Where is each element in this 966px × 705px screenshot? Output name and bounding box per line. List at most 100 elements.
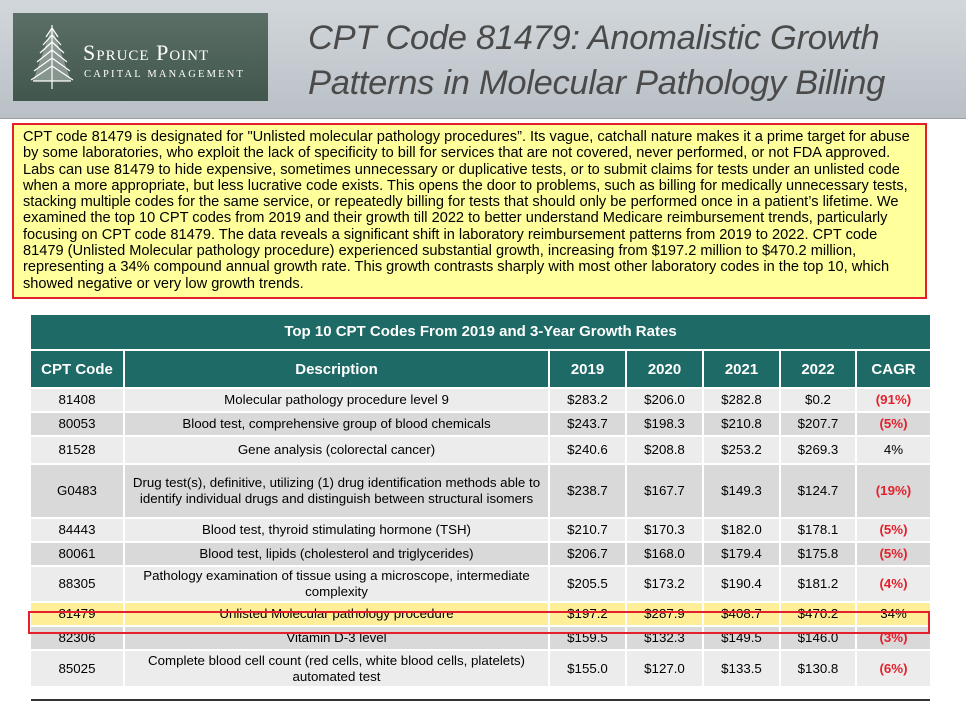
table-row: 81528 Gene analysis (colorectal cancer) … bbox=[31, 435, 930, 464]
description-cell: Molecular pathology procedure level 9 bbox=[123, 387, 549, 412]
company-logo: Spruce Point CAPITAL MANAGEMENT bbox=[13, 13, 268, 101]
description-cell: Unlisted Molecular pathology procedure bbox=[123, 601, 549, 626]
value-2022-cell: $178.1 bbox=[779, 517, 856, 542]
table-bottom-rule bbox=[31, 699, 930, 701]
description-cell: Blood test, lipids (cholesterol and trig… bbox=[123, 541, 549, 566]
cpt-code-cell: 85025 bbox=[31, 649, 124, 686]
cagr-cell: (5%) bbox=[855, 411, 930, 436]
col-header-cagr: CAGR bbox=[855, 349, 930, 388]
cpt-code-cell: G0483 bbox=[31, 463, 124, 518]
value-2019-cell: $238.7 bbox=[548, 463, 626, 518]
cpt-code-cell: 80061 bbox=[31, 541, 124, 566]
table-row-highlighted: 81479 Unlisted Molecular pathology proce… bbox=[31, 601, 930, 626]
data-table: CPT Code Description 2019 2020 2021 2022… bbox=[31, 349, 930, 686]
value-2021-cell: $253.2 bbox=[702, 435, 780, 464]
value-2019-cell: $155.0 bbox=[548, 649, 626, 686]
value-2019-cell: $240.6 bbox=[548, 435, 626, 464]
description-cell: Blood test, thyroid stimulating hormone … bbox=[123, 517, 549, 542]
slide-header: Spruce Point CAPITAL MANAGEMENT CPT Code… bbox=[0, 0, 966, 119]
value-2022-cell: $0.2 bbox=[779, 387, 856, 412]
value-2022-cell: $181.2 bbox=[779, 565, 856, 602]
value-2020-cell: $170.3 bbox=[625, 517, 703, 542]
table-row: G0483 Drug test(s), definitive, utilizin… bbox=[31, 463, 930, 518]
col-header-2020: 2020 bbox=[625, 349, 703, 388]
value-2021-cell: $408.7 bbox=[702, 601, 780, 626]
value-2021-cell: $149.5 bbox=[702, 625, 780, 650]
value-2020-cell: $173.2 bbox=[625, 565, 703, 602]
cpt-code-cell: 81528 bbox=[31, 435, 124, 464]
cagr-cell: (5%) bbox=[855, 517, 930, 542]
table-row: 80061 Blood test, lipids (cholesterol an… bbox=[31, 541, 930, 566]
value-2019-cell: $205.5 bbox=[548, 565, 626, 602]
value-2019-cell: $243.7 bbox=[548, 411, 626, 436]
spruce-tree-icon bbox=[30, 25, 74, 89]
value-2019-cell: $206.7 bbox=[548, 541, 626, 566]
col-header-2019: 2019 bbox=[548, 349, 626, 388]
table-row: 82306 Vitamin D-3 level $159.5 $132.3 $1… bbox=[31, 625, 930, 650]
value-2022-cell: $146.0 bbox=[779, 625, 856, 650]
table-row: 81408 Molecular pathology procedure leve… bbox=[31, 387, 930, 412]
table-row: 88305 Pathology examination of tissue us… bbox=[31, 565, 930, 602]
description-cell: Vitamin D-3 level bbox=[123, 625, 549, 650]
cagr-cell: (4%) bbox=[855, 565, 930, 602]
slide-title-line-1: CPT Code 81479: Anomalistic Growth bbox=[308, 19, 880, 57]
value-2021-cell: $179.4 bbox=[702, 541, 780, 566]
description-cell: Gene analysis (colorectal cancer) bbox=[123, 435, 549, 464]
value-2020-cell: $168.0 bbox=[625, 541, 703, 566]
logo-subtitle: CAPITAL MANAGEMENT bbox=[84, 69, 246, 80]
cagr-cell: (6%) bbox=[855, 649, 930, 686]
table-title: Top 10 CPT Codes From 2019 and 3-Year Gr… bbox=[31, 315, 930, 349]
value-2022-cell: $470.2 bbox=[779, 601, 856, 626]
value-2022-cell: $269.3 bbox=[779, 435, 856, 464]
value-2019-cell: $210.7 bbox=[548, 517, 626, 542]
cagr-cell: 34% bbox=[855, 601, 930, 626]
value-2020-cell: $198.3 bbox=[625, 411, 703, 436]
value-2021-cell: $149.3 bbox=[702, 463, 780, 518]
col-header-cpt-code: CPT Code bbox=[31, 349, 124, 388]
col-header-2021: 2021 bbox=[702, 349, 780, 388]
cpt-code-cell: 81408 bbox=[31, 387, 124, 412]
table-header-row: CPT Code Description 2019 2020 2021 2022… bbox=[31, 349, 930, 388]
cpt-code-cell: 80053 bbox=[31, 411, 124, 436]
value-2019-cell: $283.2 bbox=[548, 387, 626, 412]
value-2020-cell: $206.0 bbox=[625, 387, 703, 412]
cagr-cell: 4% bbox=[855, 435, 930, 464]
value-2022-cell: $130.8 bbox=[779, 649, 856, 686]
cagr-cell: (5%) bbox=[855, 541, 930, 566]
table-row: 84443 Blood test, thyroid stimulating ho… bbox=[31, 517, 930, 542]
slide-title-line-2: Patterns in Molecular Pathology Billing bbox=[308, 64, 886, 102]
value-2020-cell: $287.9 bbox=[625, 601, 703, 626]
intro-text-box: CPT code 81479 is designated for "Unlist… bbox=[12, 123, 927, 299]
value-2022-cell: $207.7 bbox=[779, 411, 856, 436]
value-2021-cell: $282.8 bbox=[702, 387, 780, 412]
cpt-code-cell: 84443 bbox=[31, 517, 124, 542]
description-cell: Complete blood cell count (red cells, wh… bbox=[123, 649, 549, 686]
cpt-code-cell: 82306 bbox=[31, 625, 124, 650]
cagr-cell: (3%) bbox=[855, 625, 930, 650]
value-2021-cell: $133.5 bbox=[702, 649, 780, 686]
cagr-cell: (19%) bbox=[855, 463, 930, 518]
description-cell: Blood test, comprehensive group of blood… bbox=[123, 411, 549, 436]
value-2021-cell: $182.0 bbox=[702, 517, 780, 542]
table-row: 85025 Complete blood cell count (red cel… bbox=[31, 649, 930, 686]
value-2020-cell: $127.0 bbox=[625, 649, 703, 686]
cpt-code-cell: 81479 bbox=[31, 601, 124, 626]
value-2021-cell: $190.4 bbox=[702, 565, 780, 602]
value-2020-cell: $132.3 bbox=[625, 625, 703, 650]
cpt-growth-table: Top 10 CPT Codes From 2019 and 3-Year Gr… bbox=[31, 315, 930, 686]
table-row: 80053 Blood test, comprehensive group of… bbox=[31, 411, 930, 436]
cpt-code-cell: 88305 bbox=[31, 565, 124, 602]
value-2022-cell: $175.8 bbox=[779, 541, 856, 566]
col-header-description: Description bbox=[123, 349, 549, 388]
col-header-2022: 2022 bbox=[779, 349, 856, 388]
logo-name: Spruce Point bbox=[83, 40, 210, 65]
value-2021-cell: $210.8 bbox=[702, 411, 780, 436]
value-2020-cell: $167.7 bbox=[625, 463, 703, 518]
cagr-cell: (91%) bbox=[855, 387, 930, 412]
slide-title: CPT Code 81479: Anomalistic Growth Patte… bbox=[308, 16, 958, 106]
value-2022-cell: $124.7 bbox=[779, 463, 856, 518]
value-2019-cell: $197.2 bbox=[548, 601, 626, 626]
value-2019-cell: $159.5 bbox=[548, 625, 626, 650]
description-cell: Drug test(s), definitive, utilizing (1) … bbox=[123, 463, 549, 518]
value-2020-cell: $208.8 bbox=[625, 435, 703, 464]
